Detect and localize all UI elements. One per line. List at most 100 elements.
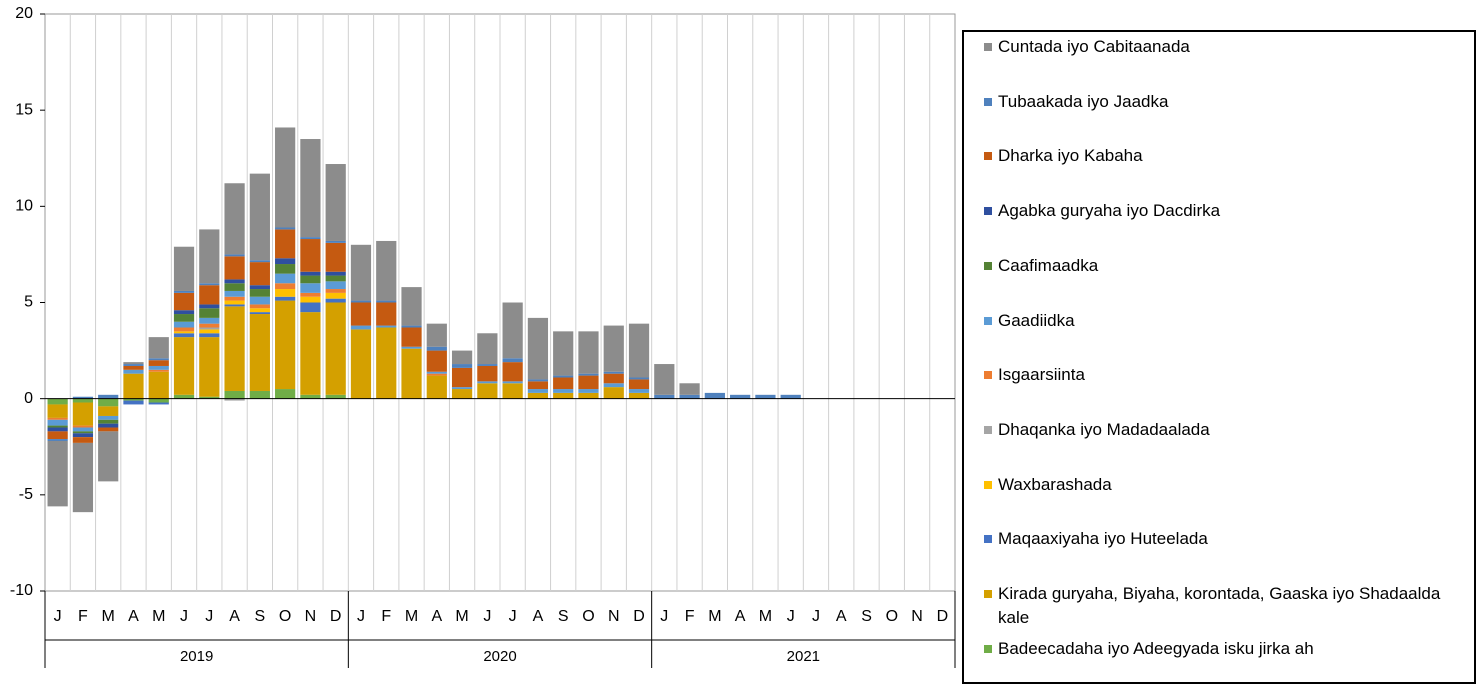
bar-segment (325, 302, 346, 395)
bar-segment (578, 392, 599, 399)
legend-label: Tubaakada iyo Jaadka (998, 91, 1169, 111)
x-tick-label: J (54, 608, 62, 625)
x-tick-label: N (608, 608, 620, 625)
x-tick-label: J (483, 608, 491, 625)
bar-segment (275, 389, 296, 399)
legend-label: Dhaqanka iyo Madadaalada (998, 419, 1210, 439)
bar-segment (553, 389, 574, 393)
bar-segment (72, 442, 94, 513)
bar-segment (300, 302, 321, 313)
bar-segment (224, 296, 245, 301)
legend-label: Dharka iyo Kabaha (998, 146, 1143, 166)
bar-segment (47, 425, 68, 428)
bar-segment (451, 387, 473, 390)
bar-segment (148, 369, 169, 372)
bar-segment (376, 302, 397, 326)
bar-segment (325, 240, 346, 243)
legend-label: Badeecadaha iyo Adeegyada isku jirka ah (998, 638, 1314, 658)
bar-segment (98, 398, 119, 407)
bar-segment (72, 396, 94, 399)
bar-segment (780, 394, 801, 399)
x-tick-label: D (937, 608, 949, 625)
bar-segment (199, 317, 220, 324)
bar-segment (173, 321, 195, 328)
bar-segment (628, 379, 650, 390)
bar-segment (72, 433, 94, 438)
bar-segment (249, 314, 270, 391)
x-tick-label: M (405, 608, 418, 625)
bar-segment (249, 312, 270, 315)
bar-segment (199, 329, 220, 334)
legend-label: Isgaarsiinta (998, 365, 1085, 385)
bar-segment (98, 423, 119, 428)
bar-segment (47, 439, 68, 441)
bar-segment (300, 312, 321, 395)
bar-segment (123, 364, 144, 366)
bar-segment (426, 350, 447, 372)
bar-segment (401, 327, 422, 347)
x-tick-label: M (708, 608, 721, 625)
bar-segment (401, 287, 422, 326)
bar-segment (628, 389, 650, 393)
year-label: 2020 (483, 648, 516, 665)
legend-swatch (984, 425, 992, 434)
bar-segment (148, 398, 169, 403)
bar-segment (603, 373, 624, 384)
bar-segment (401, 346, 422, 349)
y-tick-label: 15 (15, 101, 33, 118)
bar-segment (553, 392, 574, 399)
bar-segment (173, 246, 195, 291)
bar-segment (47, 427, 68, 432)
bar-segment (527, 317, 549, 380)
bar-segment (300, 394, 321, 399)
bar-segment (300, 237, 321, 240)
bar-segment (527, 381, 549, 390)
bar-segment (451, 350, 473, 365)
bar-segment (275, 300, 296, 390)
bar-segment (730, 394, 751, 399)
legend-swatch (984, 480, 992, 489)
bar-segment (249, 262, 270, 286)
legend-label: Maqaaxiyaha iyo Huteelada (998, 529, 1208, 549)
bar-segment (275, 296, 296, 301)
legend-swatch (984, 97, 992, 106)
bar-segment (199, 396, 220, 399)
bar-segment (527, 379, 549, 382)
bar-segment (148, 371, 169, 399)
bar-segment (350, 244, 372, 301)
bar-segment (376, 300, 397, 303)
bar-segment (224, 254, 245, 257)
bar-segment (679, 383, 700, 395)
bar-segment (224, 290, 245, 297)
bar-segment (628, 392, 650, 399)
bar-segment (199, 283, 220, 286)
bar-segment (578, 373, 599, 376)
bar-segment (426, 323, 447, 347)
legend-item: Caafimaadka (984, 254, 1464, 278)
x-tick-label: D (633, 608, 645, 625)
bar-segment (325, 164, 346, 241)
bar-segment (72, 427, 94, 432)
bar-segment (654, 394, 675, 399)
legend-swatch (984, 535, 992, 544)
legend-label: Waxbarashada (998, 474, 1112, 494)
x-tick-label: J (509, 608, 517, 625)
bar-segment (199, 327, 220, 330)
bar-segment (477, 383, 498, 399)
bar-segment (451, 364, 473, 368)
legend-item: Agabka guryaha iyo Dacdirka (984, 199, 1464, 223)
x-tick-label: A (533, 608, 544, 625)
x-tick-label: M (759, 608, 772, 625)
bar-segment (173, 290, 195, 293)
y-tick-label: -10 (10, 582, 33, 599)
bar-segment (628, 323, 650, 378)
bar-segment (603, 325, 624, 372)
legend-item: Dharka iyo Kabaha (984, 144, 1464, 168)
bar-segment (401, 348, 422, 399)
bar-segment (451, 367, 473, 388)
bar-segment (98, 431, 119, 482)
bar-segment (300, 283, 321, 293)
bar-segment (249, 304, 270, 309)
bar-segment (426, 373, 447, 376)
